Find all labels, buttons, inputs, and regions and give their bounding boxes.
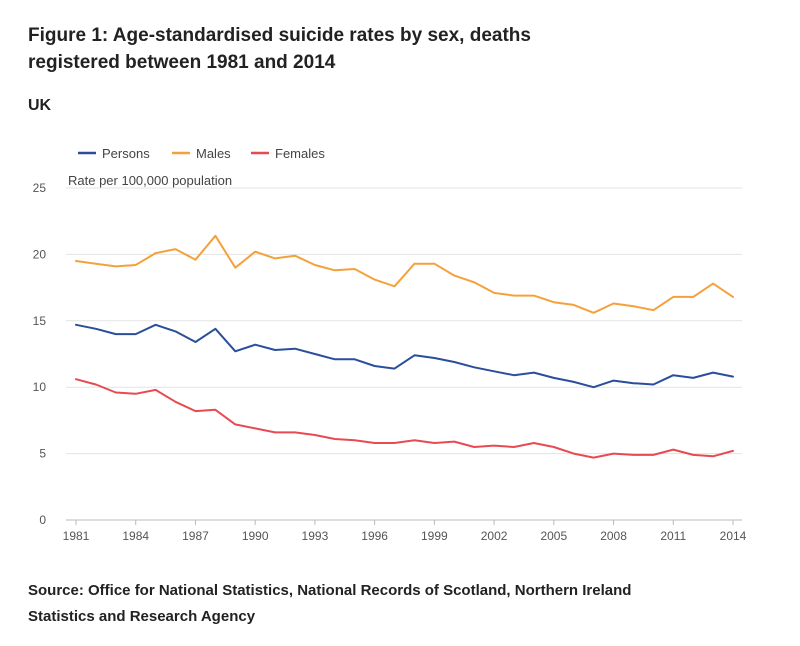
y-axis-label: Rate per 100,000 population <box>68 173 232 188</box>
x-tick-label: 1987 <box>182 529 209 543</box>
legend-label: Males <box>196 146 231 161</box>
x-tick-label: 2005 <box>540 529 567 543</box>
x-tick-label: 1993 <box>302 529 329 543</box>
x-tick-label: 2014 <box>720 529 747 543</box>
x-tick-label: 1999 <box>421 529 448 543</box>
series-line-persons <box>75 323 734 389</box>
x-tick-label: 1984 <box>122 529 149 543</box>
gridlines <box>66 187 742 521</box>
legend-item-persons: Persons <box>78 146 150 161</box>
legend-label: Persons <box>102 146 150 161</box>
y-tick-label: 0 <box>39 513 46 527</box>
x-tick-label: 2002 <box>481 529 508 543</box>
x-tick-label: 2011 <box>660 529 686 543</box>
legend-item-females: Females <box>251 146 325 161</box>
legend-item-males: Males <box>172 146 231 161</box>
chart-title: Figure 1: Age-standardised suicide rates… <box>28 25 531 73</box>
series-line-males <box>75 234 734 314</box>
y-tick-label: 25 <box>33 181 47 195</box>
source-note: Source: Office for National Statistics, … <box>28 582 632 625</box>
legend-label: Females <box>275 146 325 161</box>
legend: Persons Males Females <box>78 146 325 161</box>
x-tick-label: 2008 <box>600 529 627 543</box>
x-tick-label: 1990 <box>242 529 269 543</box>
y-tick-label: 10 <box>33 380 47 394</box>
x-tick-label: 1996 <box>361 529 388 543</box>
y-tick-label: 20 <box>33 247 47 261</box>
axes: 0 5 10 15 20 25 1981 1984 1987 1990 1993 1996 1999 20… <box>33 181 747 543</box>
y-tick-label: 5 <box>39 447 46 461</box>
series-lines <box>75 234 734 459</box>
x-tick-label: 1981 <box>63 529 90 543</box>
series-line-females <box>75 378 734 459</box>
chart-subtitle: UK <box>28 97 52 114</box>
y-tick-label: 15 <box>33 314 47 328</box>
